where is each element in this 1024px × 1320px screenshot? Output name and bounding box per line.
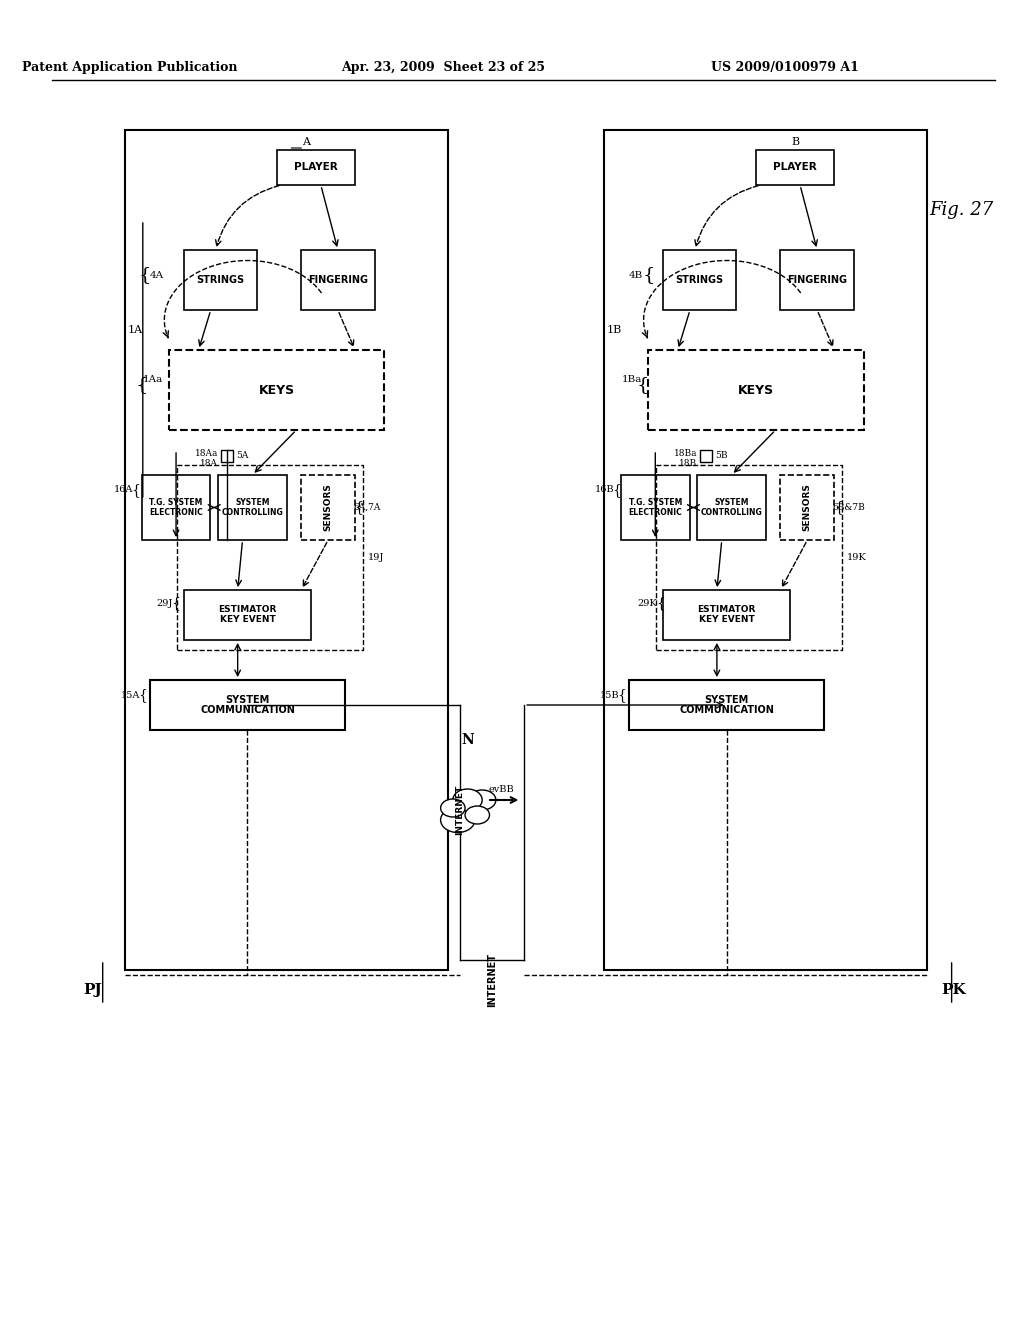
FancyBboxPatch shape [664, 249, 736, 310]
Text: KEYS: KEYS [259, 384, 295, 396]
Text: B: B [792, 137, 799, 147]
FancyBboxPatch shape [664, 590, 791, 640]
Text: Apr. 23, 2009  Sheet 23 of 25: Apr. 23, 2009 Sheet 23 of 25 [341, 62, 545, 74]
Text: KEY EVENT: KEY EVENT [698, 615, 755, 624]
Text: T.G. SYSTEM: T.G. SYSTEM [150, 498, 203, 507]
Ellipse shape [453, 789, 482, 810]
Text: PK: PK [941, 983, 966, 997]
FancyBboxPatch shape [218, 475, 287, 540]
Text: 5A: 5A [236, 451, 248, 461]
Text: ESTIMATOR: ESTIMATOR [218, 606, 276, 615]
Text: KEYS: KEYS [738, 384, 774, 396]
Text: FINGERING: FINGERING [308, 275, 368, 285]
Text: A: A [302, 137, 310, 147]
FancyBboxPatch shape [756, 150, 835, 185]
Text: 29J: 29J [157, 598, 173, 607]
FancyBboxPatch shape [184, 249, 257, 310]
Text: SYSTEM: SYSTEM [705, 696, 749, 705]
Text: STRINGS: STRINGS [676, 275, 724, 285]
Text: COMMUNICATION: COMMUNICATION [200, 705, 295, 715]
FancyBboxPatch shape [141, 475, 210, 540]
FancyBboxPatch shape [648, 350, 863, 430]
Text: US 2009/0100979 A1: US 2009/0100979 A1 [712, 62, 859, 74]
Ellipse shape [440, 799, 465, 817]
Text: COMMUNICATION: COMMUNICATION [679, 705, 774, 715]
FancyBboxPatch shape [700, 450, 712, 462]
Text: CONTROLLING: CONTROLLING [700, 508, 763, 517]
FancyBboxPatch shape [780, 249, 854, 310]
FancyBboxPatch shape [301, 249, 375, 310]
Text: 4A: 4A [150, 271, 164, 280]
Text: PLAYER: PLAYER [294, 162, 338, 173]
FancyBboxPatch shape [780, 475, 835, 540]
Text: 16A: 16A [114, 486, 133, 495]
Text: PJ: PJ [84, 983, 102, 997]
FancyBboxPatch shape [604, 129, 927, 970]
Text: SYSTEM: SYSTEM [715, 498, 749, 507]
FancyBboxPatch shape [150, 680, 345, 730]
FancyBboxPatch shape [221, 450, 232, 462]
Text: 15B: 15B [599, 690, 620, 700]
Text: {: { [617, 688, 627, 702]
Text: ELECTRONIC: ELECTRONIC [629, 508, 682, 517]
Text: SYSTEM: SYSTEM [236, 498, 269, 507]
FancyBboxPatch shape [169, 350, 384, 430]
Ellipse shape [465, 807, 489, 824]
Text: INTERNET: INTERNET [456, 785, 464, 836]
Text: 29K: 29K [638, 598, 657, 607]
Text: evBB: evBB [488, 785, 515, 795]
FancyBboxPatch shape [697, 475, 766, 540]
Text: Fig. 27: Fig. 27 [930, 201, 993, 219]
Text: 18Ba: 18Ba [674, 450, 697, 458]
FancyBboxPatch shape [276, 150, 355, 185]
Text: {: { [135, 376, 148, 393]
Text: N: N [461, 733, 474, 747]
FancyBboxPatch shape [621, 475, 689, 540]
Text: 15A: 15A [121, 690, 140, 700]
Text: 19K: 19K [847, 553, 866, 562]
Text: Patent Application Publication: Patent Application Publication [23, 62, 238, 74]
Text: KEY EVENT: KEY EVENT [219, 615, 275, 624]
Text: 1Ba: 1Ba [622, 375, 642, 384]
Text: SENSORS: SENSORS [324, 483, 333, 532]
Text: 18Aa: 18Aa [195, 450, 218, 458]
Text: 18B: 18B [679, 459, 697, 469]
Text: 18A: 18A [200, 459, 218, 469]
Text: PLAYER: PLAYER [773, 162, 817, 173]
Text: {: { [655, 597, 665, 610]
Ellipse shape [440, 808, 475, 833]
Text: 6A,7A: 6A,7A [353, 503, 381, 512]
Text: {: { [636, 376, 649, 393]
Text: 1Aa: 1Aa [142, 375, 163, 384]
Text: 1B: 1B [606, 325, 622, 335]
Text: ESTIMATOR: ESTIMATOR [697, 606, 756, 615]
Text: 5B: 5B [715, 451, 727, 461]
Text: INTERNET: INTERNET [487, 953, 497, 1007]
Text: {: { [354, 500, 364, 515]
Text: ELECTRONIC: ELECTRONIC [150, 508, 203, 517]
Text: {: { [138, 688, 147, 702]
Text: 19J: 19J [368, 553, 384, 562]
Text: SYSTEM: SYSTEM [225, 696, 269, 705]
Text: {: { [172, 597, 180, 610]
FancyBboxPatch shape [184, 590, 311, 640]
Text: {: { [834, 500, 843, 515]
FancyBboxPatch shape [125, 129, 447, 970]
Text: STRINGS: STRINGS [197, 275, 245, 285]
Text: 6B&7B: 6B&7B [833, 503, 865, 512]
Text: FINGERING: FINGERING [787, 275, 847, 285]
Text: T.G. SYSTEM: T.G. SYSTEM [629, 498, 682, 507]
Text: CONTROLLING: CONTROLLING [221, 508, 284, 517]
Text: 4B: 4B [629, 271, 643, 280]
Text: {: { [138, 267, 151, 284]
Text: {: { [131, 483, 140, 498]
FancyBboxPatch shape [301, 475, 355, 540]
Text: {: { [642, 267, 654, 284]
FancyBboxPatch shape [629, 680, 824, 730]
Text: {: { [612, 483, 622, 498]
Ellipse shape [469, 789, 496, 810]
Text: SENSORS: SENSORS [803, 483, 812, 532]
Text: 1A: 1A [127, 325, 142, 335]
Text: 16B: 16B [595, 486, 614, 495]
